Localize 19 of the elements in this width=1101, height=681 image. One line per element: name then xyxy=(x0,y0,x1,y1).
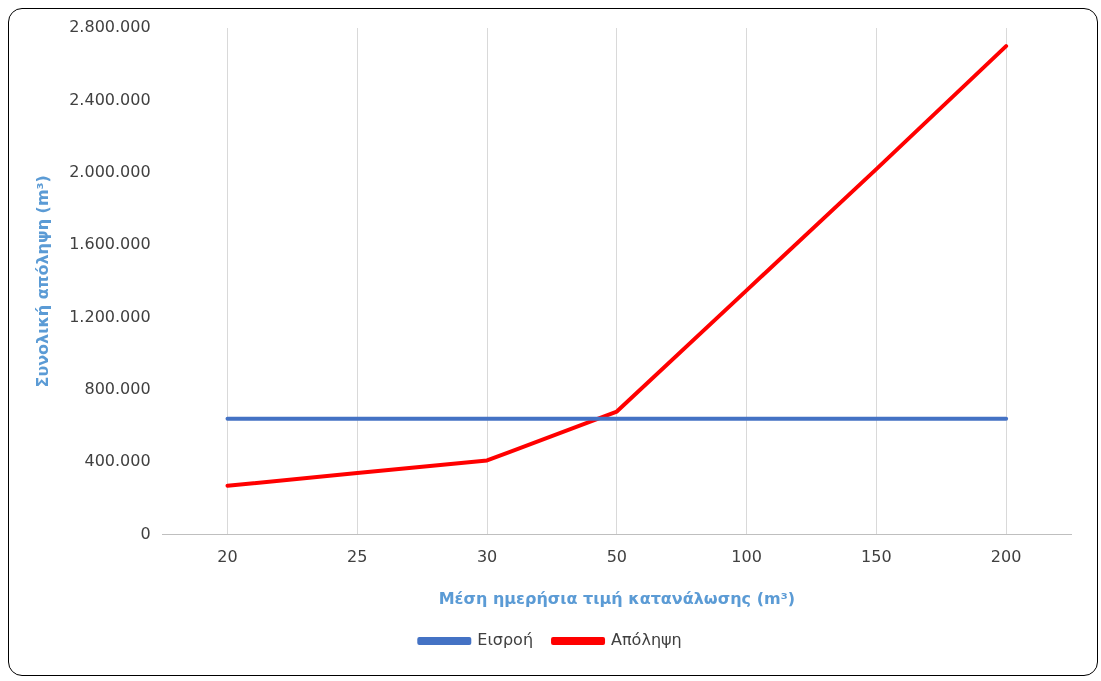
x-tick-label: 20 xyxy=(217,547,238,567)
x-tick-label: 30 xyxy=(476,547,498,567)
y-tick-label: 0 xyxy=(140,523,151,543)
y-tick-label: 1.200.000 xyxy=(69,306,151,326)
y-tick-label: 2.800.000 xyxy=(69,17,151,37)
y-tick-label: 400.000 xyxy=(84,451,151,471)
y-tick-label: 2.000.000 xyxy=(69,161,151,181)
x-tick-label: 25 xyxy=(347,547,368,567)
y-tick-label: 1.600.000 xyxy=(69,234,151,254)
x-tick-label: 100 xyxy=(731,547,762,567)
x-tick-label: 200 xyxy=(990,547,1022,567)
legend-label: Εισροή xyxy=(477,630,534,650)
y-axis-title: Συνολική απόληψη (m³) xyxy=(32,175,52,388)
x-axis-title: Μέση ημερήσια τιμή κατανάλωσης (m³) xyxy=(438,588,795,608)
legend-label: Απόληψη xyxy=(611,630,682,650)
x-tick-label: 50 xyxy=(606,547,627,567)
x-tick-label: 150 xyxy=(861,547,892,567)
y-tick-label: 2.400.000 xyxy=(69,89,151,109)
y-tick-label: 800.000 xyxy=(84,379,151,399)
